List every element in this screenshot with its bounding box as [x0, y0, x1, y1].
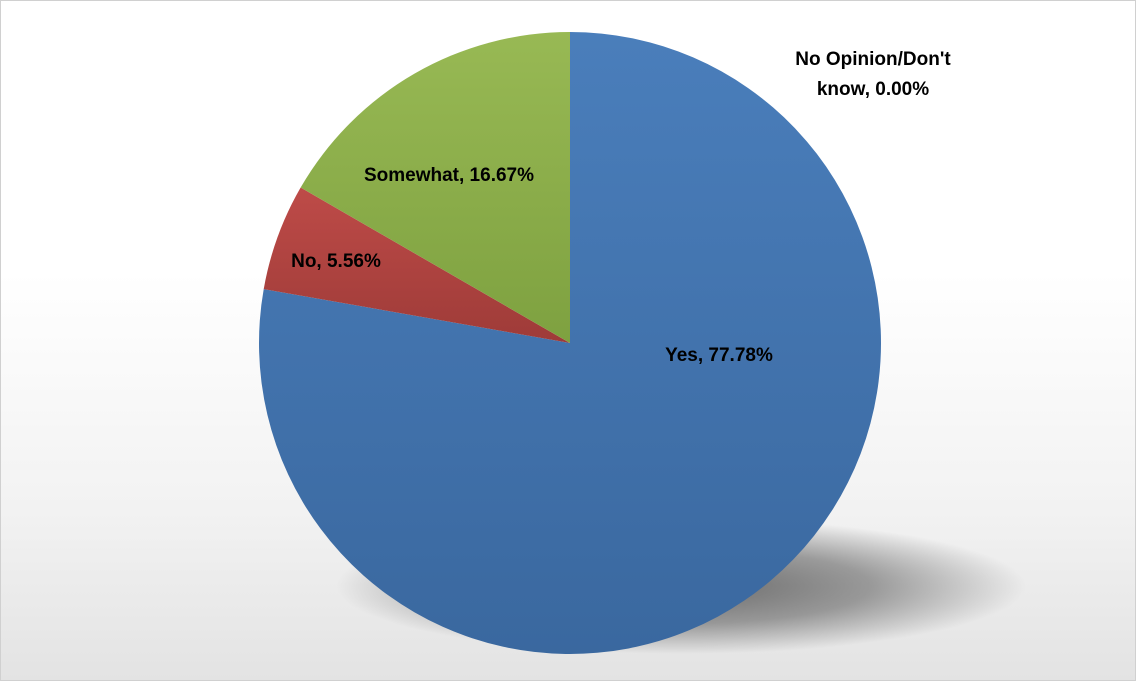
slice-label-somewhat: Somewhat, 16.67% [364, 165, 534, 186]
pie-labels: Yes, 77.78% No, 5.56% Somewhat, 16.67% N… [291, 49, 951, 366]
slice-label-no-opinion-line-2: know, 0.00% [817, 79, 929, 100]
pie-slices [259, 31, 882, 654]
slice-label-no-opinion-line-1: No Opinion/Don't [795, 49, 951, 70]
pie-slice-yes [259, 31, 882, 654]
pie-slice-somewhat [300, 32, 570, 343]
slice-label-yes: Yes, 77.78% [665, 345, 773, 366]
slice-label-no: No, 5.56% [291, 251, 381, 272]
pie-slice-no [263, 187, 570, 343]
